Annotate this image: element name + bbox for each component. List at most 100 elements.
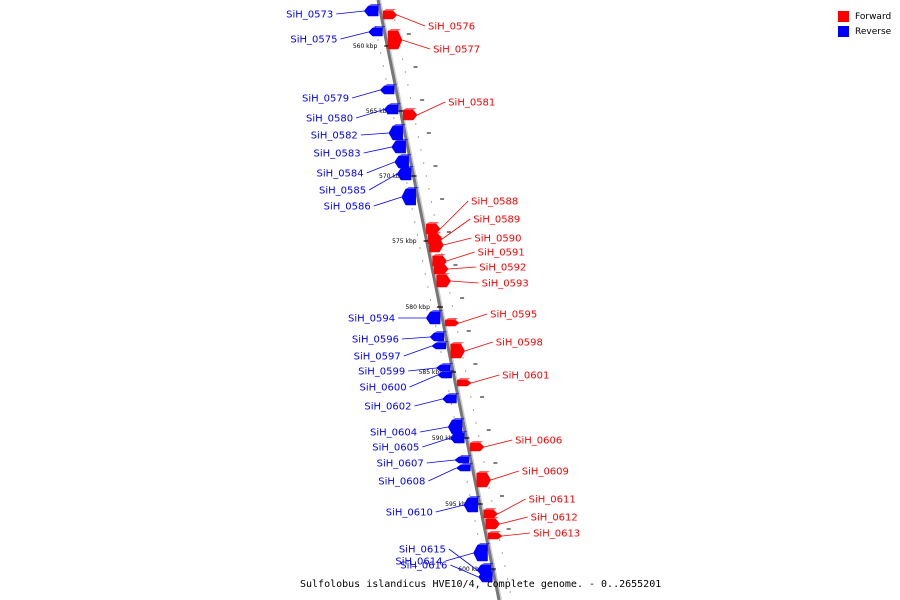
gene-arrow-shade xyxy=(476,471,490,473)
minor-tick xyxy=(501,552,503,554)
gene-arrow-forward xyxy=(476,472,492,488)
gene-arrow-shade xyxy=(480,563,494,565)
gene-arrow-reverse xyxy=(368,27,383,37)
gene-arrow-shade xyxy=(383,9,397,11)
gene-arrow-reverse xyxy=(391,140,406,154)
gene-label: SiH_0601 xyxy=(502,371,549,382)
label-leader xyxy=(422,437,451,448)
gene-arrow-forward xyxy=(444,319,460,327)
minor-tick xyxy=(483,461,485,463)
gene-arrow-shade xyxy=(433,331,447,333)
label-leader xyxy=(443,237,472,246)
tick-label: 590 kbp xyxy=(432,435,457,442)
gene-arrow-reverse xyxy=(473,544,488,562)
gene-label: SiH_0606 xyxy=(515,436,562,447)
gene-arrow-reverse xyxy=(425,311,441,325)
gene-label: SiH_0579 xyxy=(302,94,349,105)
gene-arrow-shade xyxy=(388,29,402,31)
tick-label: 570 kbp xyxy=(379,173,404,180)
minor-tick xyxy=(506,578,509,580)
gene-arrow-shade xyxy=(432,254,446,256)
gene-label: SiH_0604 xyxy=(370,428,417,439)
minor-tick xyxy=(419,247,421,249)
gene-label: SiH_0577 xyxy=(433,45,480,56)
minor-tick xyxy=(487,585,489,587)
gene-arrow-shade xyxy=(426,222,440,224)
label-leader xyxy=(439,200,469,230)
label-leader xyxy=(414,398,443,407)
gene-arrow-forward xyxy=(483,509,499,519)
tick-label: 585 kbp xyxy=(419,369,444,376)
gene-arrow-shade xyxy=(403,108,417,110)
gene-label: SiH_0597 xyxy=(354,352,401,363)
gene-label: SiH_0590 xyxy=(474,234,521,245)
gene-arrow-shade xyxy=(445,318,459,320)
gene-label: SiH_0593 xyxy=(482,279,529,290)
gene-arrow-shade xyxy=(398,154,412,156)
gene-arrow-shade xyxy=(405,187,419,189)
legend-forward: Forward xyxy=(838,9,891,24)
gene-label: SiH_0615 xyxy=(399,545,446,556)
gene-arrow-shade xyxy=(454,431,468,433)
minor-tick xyxy=(465,370,467,372)
gene-label: SiH_0594 xyxy=(348,314,395,325)
gene-label: SiH_0602 xyxy=(364,402,411,413)
label-leader xyxy=(450,280,479,284)
minor-tick xyxy=(462,357,464,359)
gene-arrow-reverse xyxy=(388,125,404,141)
gene-arrow-shade xyxy=(458,455,472,457)
gene-arrow-shade xyxy=(460,463,474,465)
gene-label: SiH_0586 xyxy=(324,202,371,213)
gene-label: SiH_0581 xyxy=(448,98,495,109)
label-leader xyxy=(435,504,464,513)
minor-tick xyxy=(406,182,408,184)
gene-arrow-shade xyxy=(470,441,484,443)
minor-tick xyxy=(415,123,417,125)
label-leader xyxy=(363,146,392,154)
label-leader xyxy=(355,109,385,119)
gene-label: SiH_0591 xyxy=(478,248,525,259)
minor-tick xyxy=(427,286,429,288)
gene-label: SiH_0608 xyxy=(378,477,425,488)
gene-label: SiH_0599 xyxy=(358,367,405,378)
gene-arrow-shade xyxy=(482,570,496,572)
minor-tick xyxy=(491,500,493,502)
gene-arrow-shade xyxy=(395,139,409,141)
minor-tick xyxy=(453,416,455,418)
label-leader xyxy=(368,173,398,191)
label-leader xyxy=(459,313,488,324)
minor-tick xyxy=(424,273,426,275)
gene-label: SiH_0595 xyxy=(490,310,537,321)
backbone-line xyxy=(376,0,501,600)
legend: Forward Reverse xyxy=(838,9,891,39)
gene-label: SiH_0584 xyxy=(317,169,364,180)
label-leader xyxy=(373,196,402,207)
gene-arrow-reverse xyxy=(363,5,379,17)
gene-arrow-shade xyxy=(392,124,406,126)
gene-arrow-reverse xyxy=(442,394,457,404)
reverse-swatch xyxy=(838,26,849,37)
forward-swatch xyxy=(838,11,849,22)
gene-label: SiH_0614 xyxy=(395,557,442,568)
gene-label: SiH_0609 xyxy=(522,467,569,478)
gene-arrow-shade xyxy=(450,342,464,344)
label-leader xyxy=(401,336,430,340)
gene-label: SiH_0589 xyxy=(473,215,520,226)
minor-tick xyxy=(451,305,454,307)
minor-tick xyxy=(472,409,475,411)
label-leader xyxy=(490,470,519,481)
label-leader xyxy=(428,467,457,482)
minor-tick xyxy=(407,84,409,86)
label-leader xyxy=(401,39,431,50)
minor-tick xyxy=(380,52,382,54)
minor-tick xyxy=(448,390,450,392)
minor-tick xyxy=(422,260,424,262)
tick-label: 600 kbp xyxy=(458,566,483,573)
gene-label: SiH_0583 xyxy=(314,149,361,160)
gene-arrow-forward xyxy=(382,10,398,20)
minor-tick xyxy=(409,97,412,99)
label-leader xyxy=(450,564,479,578)
label-leader xyxy=(352,89,381,99)
gene-label: SiH_0600 xyxy=(360,383,407,394)
gene-labels: SiH_0573 SiH_0575 SiH_0576 SiH_0577 SiH_0579… xyxy=(286,10,580,578)
